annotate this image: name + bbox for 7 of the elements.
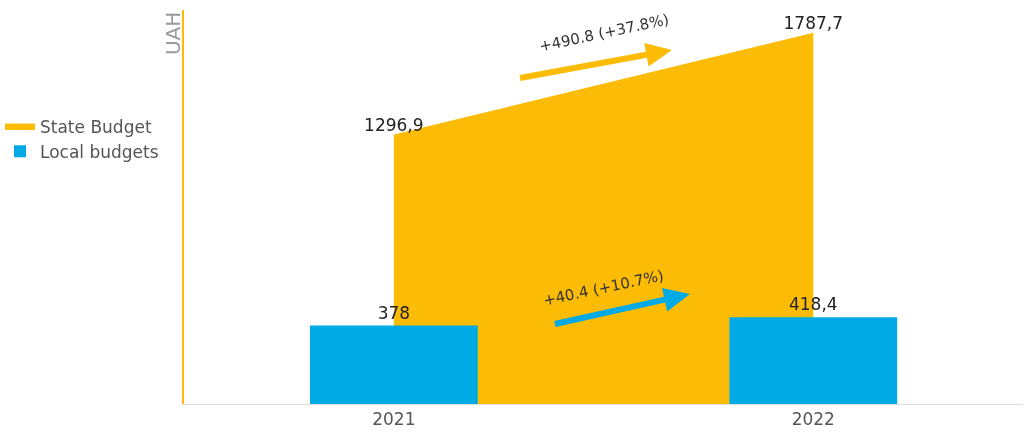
- y-axis-title: UAH: [161, 11, 186, 56]
- x-tick-label: 2021: [372, 409, 416, 430]
- data-label: 1296,9: [364, 114, 424, 135]
- data-label: 1787,7: [783, 13, 844, 34]
- legend-label: Local budgets: [40, 141, 159, 162]
- legend-label: State Budget: [40, 116, 152, 137]
- x-tick-label: 2022: [791, 409, 835, 430]
